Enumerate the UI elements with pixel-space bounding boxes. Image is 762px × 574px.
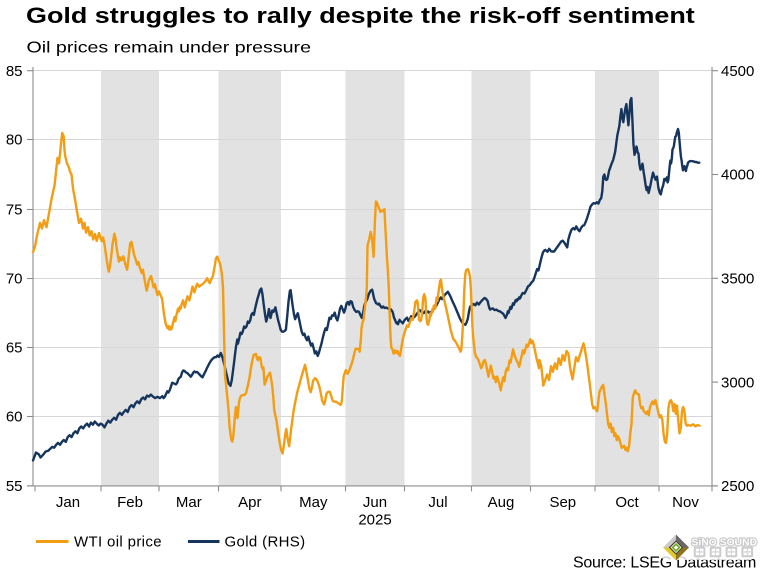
svg-text:70: 70 — [6, 271, 23, 288]
svg-text:Jun: Jun — [363, 494, 387, 511]
svg-text:Aug: Aug — [488, 494, 515, 511]
svg-text:Jan: Jan — [56, 494, 80, 511]
svg-text:Gold (RHS): Gold (RHS) — [225, 534, 306, 551]
svg-text:Nov: Nov — [672, 494, 699, 511]
svg-text:Mar: Mar — [176, 494, 202, 511]
svg-text:Oct: Oct — [615, 494, 639, 511]
svg-text:4000: 4000 — [721, 167, 754, 184]
svg-text:WTI oil price: WTI oil price — [74, 534, 162, 551]
svg-text:75: 75 — [6, 202, 23, 219]
svg-text:65: 65 — [6, 340, 23, 357]
svg-text:2025: 2025 — [358, 512, 391, 529]
svg-text:80: 80 — [6, 132, 23, 149]
svg-text:3500: 3500 — [721, 271, 754, 288]
svg-text:SiNO SOUND: SiNO SOUND — [692, 538, 758, 549]
svg-text:Apr: Apr — [238, 494, 261, 511]
svg-text:Sep: Sep — [549, 494, 576, 511]
svg-text:4500: 4500 — [721, 63, 754, 80]
svg-text:60: 60 — [6, 409, 23, 426]
svg-text:May: May — [299, 494, 328, 511]
svg-text:55: 55 — [6, 478, 23, 495]
svg-text:Oil prices remain under pressu: Oil prices remain under pressure — [27, 38, 312, 56]
svg-text:Gold struggles to rally despit: Gold struggles to rally despite the risk… — [26, 4, 695, 28]
svg-text:Jul: Jul — [428, 494, 447, 511]
svg-text:Feb: Feb — [117, 494, 143, 511]
svg-text:3000: 3000 — [721, 374, 754, 391]
svg-text:2500: 2500 — [721, 478, 754, 495]
svg-text:85: 85 — [6, 63, 23, 80]
svg-text:SiNO SOUND: SiNO SOUND — [692, 538, 758, 549]
